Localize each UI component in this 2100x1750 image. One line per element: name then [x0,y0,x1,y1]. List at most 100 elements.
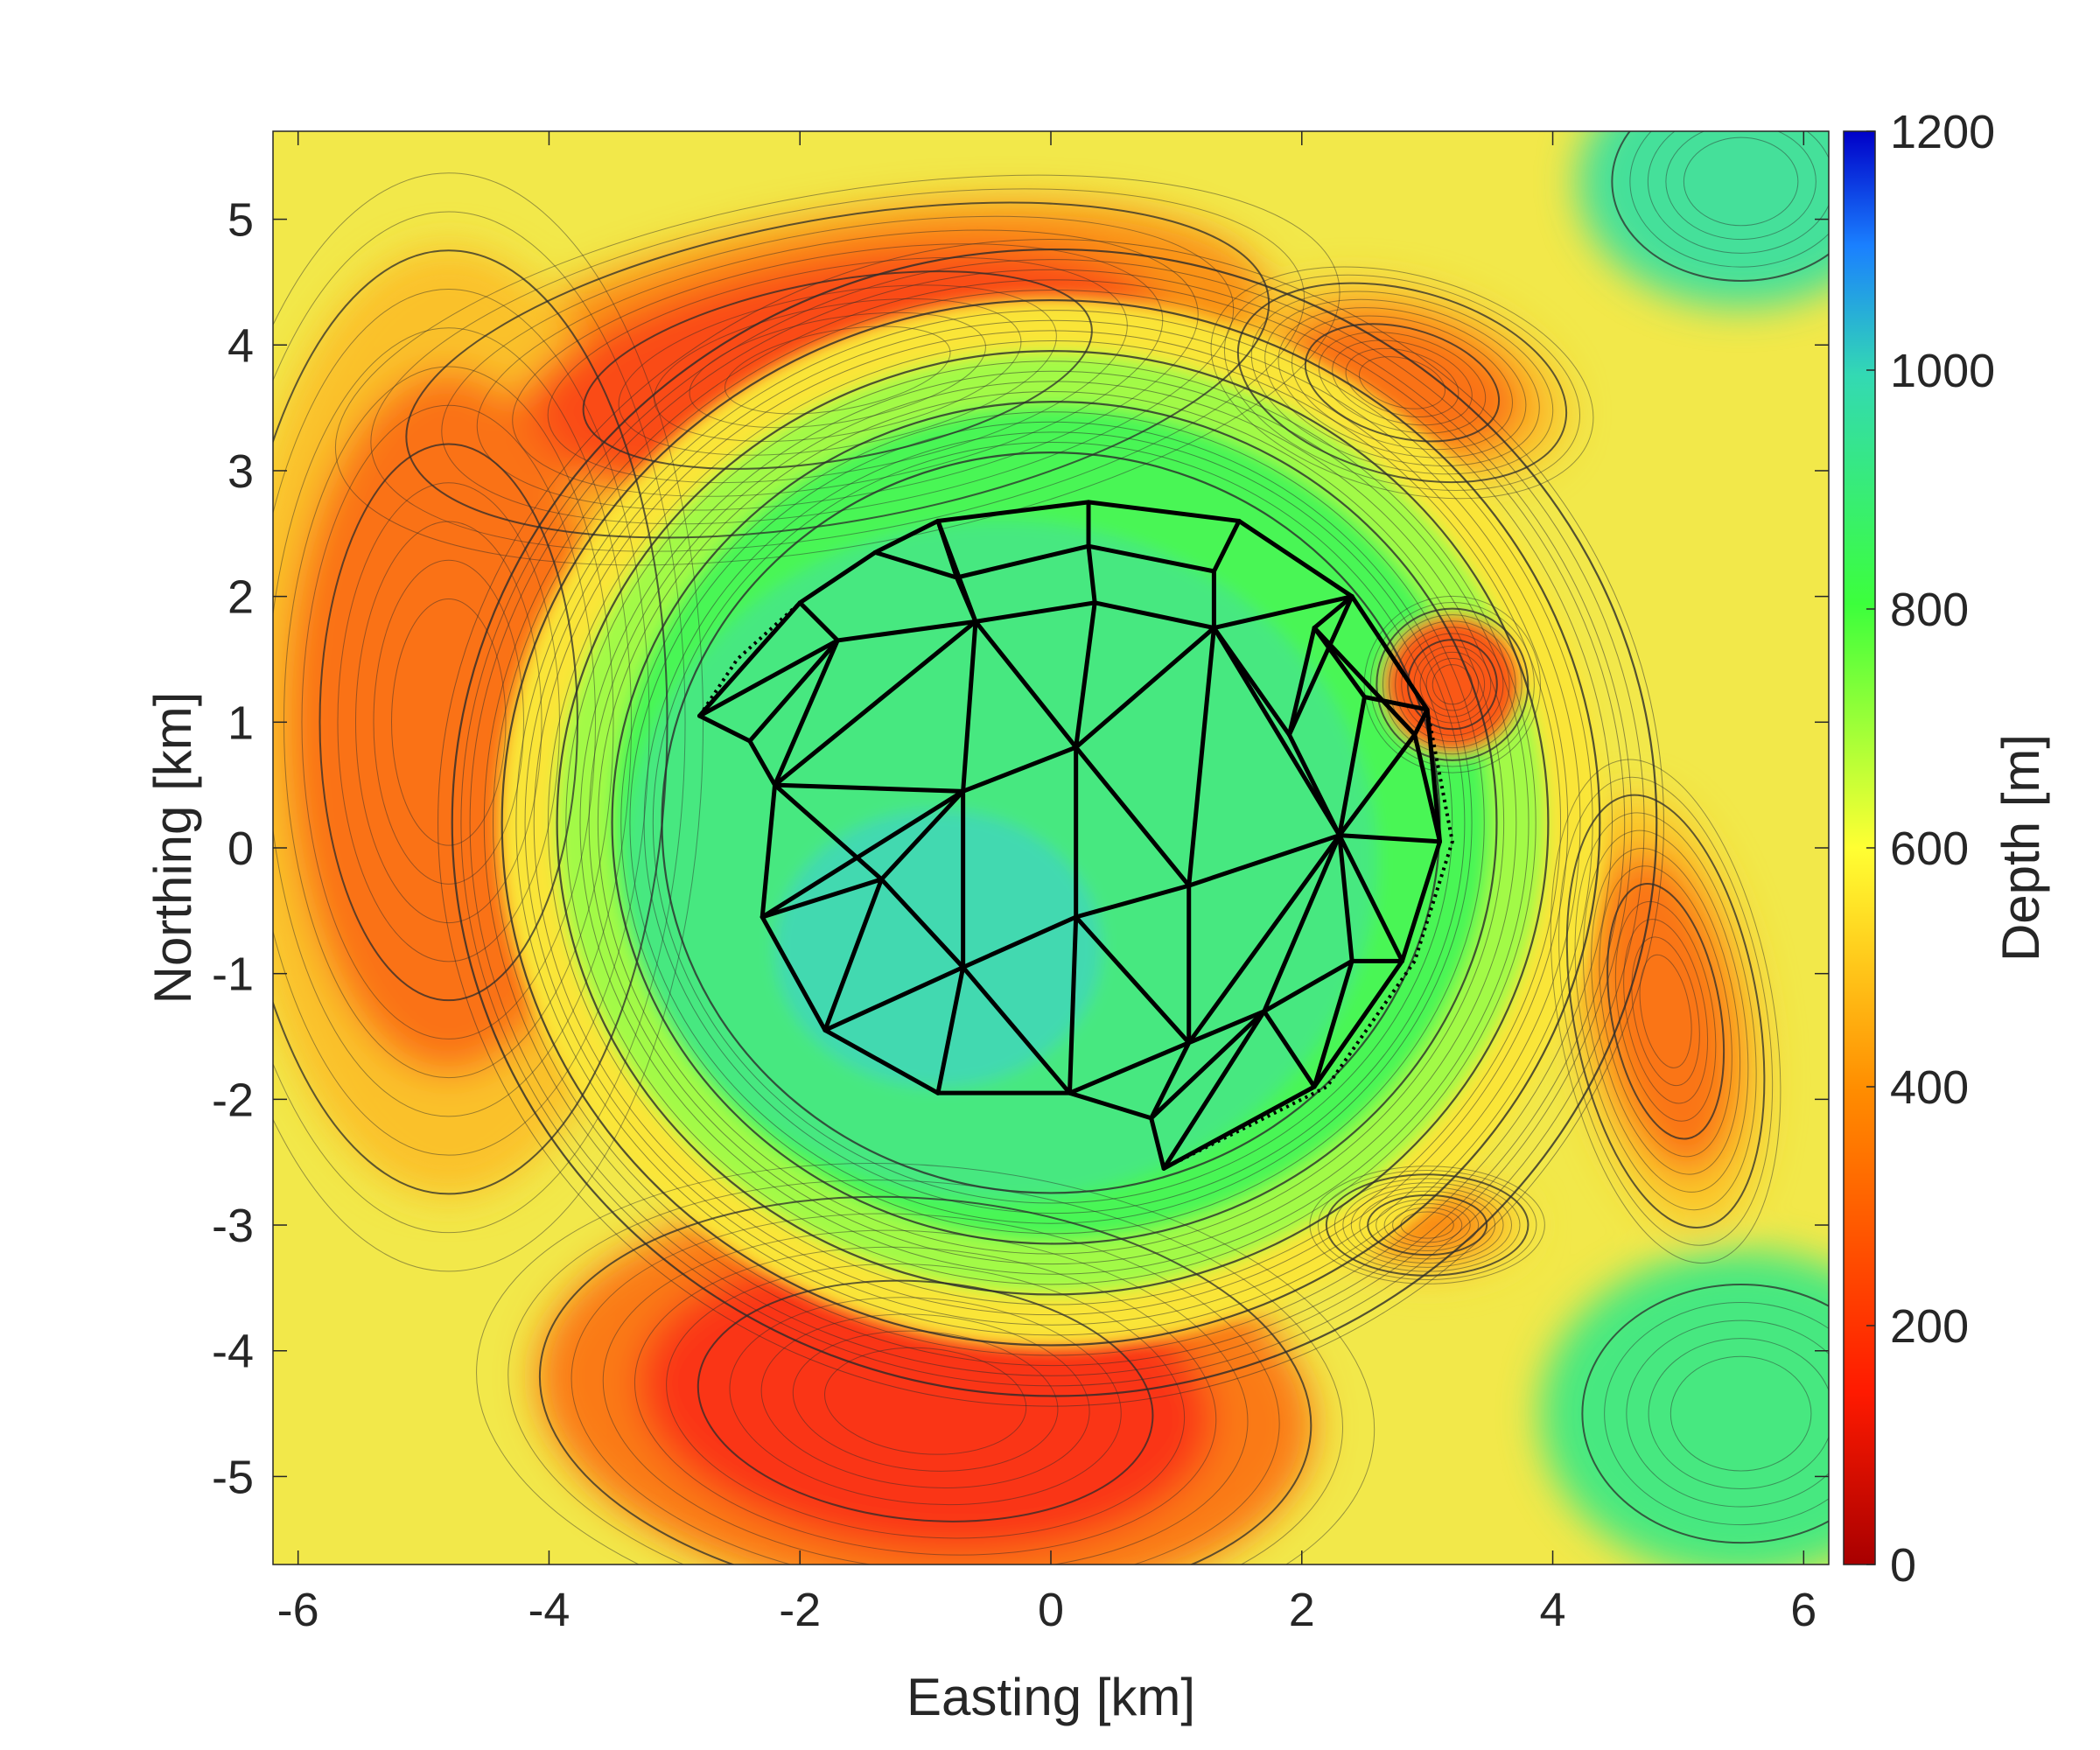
northeast-shoal-contour [1318,332,1487,434]
x-tick-label: 2 [1289,1584,1315,1636]
southeast-knoll-contour [1342,1182,1513,1268]
east-cone-contour [1413,645,1492,724]
east-cone-contour [1432,664,1473,705]
east-shoal-contour [1565,794,1766,1228]
southeast-knoll-contour [1367,1194,1488,1256]
mesh-edge [1086,543,1097,606]
southeast-deep [1540,1250,1829,1564]
mesh-edge [760,914,828,1032]
mesh-edge [773,782,966,794]
mesh-edge [835,619,978,643]
southeast-deep-contour [1581,1284,1829,1544]
y-tick-label: -1 [212,948,254,1001]
east-cone-contour [1406,639,1498,731]
mesh-edge [1149,1116,1166,1171]
north-shoal-contour [582,270,1093,470]
x-tick-label: 4 [1540,1584,1566,1636]
south-shoal-contour [634,1246,1217,1556]
east-cone-contour [1369,601,1535,767]
y-axis-label: Northing [km] [144,692,202,1004]
south-shoal-contour [666,1263,1186,1539]
north-shoal-contour [618,284,1057,456]
colorbar-tick-label: 800 [1890,584,1969,636]
east-shoal-contour [1614,900,1717,1122]
mesh-edge [1412,732,1442,844]
east-cone-contour [1395,626,1510,743]
mesh-edge [797,600,840,643]
caldera-contour [652,442,1453,1204]
mesh-edge [973,600,1097,624]
mesh-edge [1424,707,1442,844]
northeast-deep-contour [1647,131,1829,254]
mesh-edge [747,738,778,788]
west-shoal-contour [301,404,597,1040]
northeast-deep [1578,131,1829,308]
east-cone-top [1382,615,1522,754]
southeast-deep-contour [1648,1338,1829,1489]
mesh-edge [697,638,840,718]
mesh-edge [1211,626,1292,738]
mesh-edge [961,745,1079,794]
caldera-contour [438,238,1664,1407]
mesh-edge [1312,958,1404,1089]
mesh-edge [1337,695,1367,838]
southeast-knoll-contour [1317,1170,1537,1281]
mesh-edge [1362,695,1430,712]
west-shoal-contour [273,289,650,1156]
northeast-shoal-contour [1278,307,1527,458]
southeast-deep-contour [1670,1355,1812,1472]
north-shoal-contour [476,229,1199,511]
mesh-edge [935,518,978,624]
mesh-edge [1092,600,1216,631]
mesh-edge [1068,914,1079,1096]
mesh-edge [1312,958,1354,1089]
north-shoal-contour [441,215,1235,525]
caldera-contour [547,340,1562,1306]
y-tick-label: -3 [212,1200,254,1252]
caldera-contour [611,401,1498,1245]
caldera-contour [460,259,1645,1387]
mesh-edge [1286,732,1342,838]
southeast-knoll-contour [1400,1211,1454,1239]
west-shoal-contour [273,211,686,1233]
mesh-edge [1349,594,1430,712]
colorbar-label: Depth [m] [1992,734,2050,962]
mesh-edge [1262,958,1354,1014]
southeast-knoll-contour [1325,1173,1530,1277]
mesh-edge [1186,1009,1267,1046]
south-shoal-contour [602,1229,1249,1564]
caldera-contour [492,289,1614,1356]
y-axis-ticks: -5 -4 -3 -2 -1 0 1 2 3 4 5 [212,194,1829,1503]
south-shoal-contour [508,1180,1343,1564]
colorbar-tick-label: 200 [1890,1300,1969,1353]
caldera-contour [500,298,1601,1347]
northeast-deep-contour [1683,136,1799,227]
mesh-edge [961,914,1079,970]
colorbar-tick-label: 1200 [1890,106,1995,158]
colorbar-ticks: 0 200 400 600 800 1000 1200 [1866,106,1995,1592]
southeast-knoll-contour [1376,1199,1480,1251]
east-cone-contour [1389,620,1516,749]
caldera-contour [643,431,1466,1214]
y-tick-label: 2 [228,571,254,624]
mesh-edge [1086,500,1242,523]
south-shoal-contour [729,1297,1122,1506]
north-shoal-contour [654,298,1022,442]
north-shoal-contour [405,201,1270,539]
west-shoal-contour [354,521,542,924]
mesh-edge [760,877,884,920]
south-shoal-contour [760,1313,1090,1488]
mesh-edge [1074,883,1192,920]
southeast-deep-contour [1604,1302,1829,1526]
east-cone-contour [1419,651,1486,718]
mesh-edge [1149,1009,1267,1121]
northeast-shoal-contour [1236,282,1568,484]
southeast-knoll-contour [1383,1202,1471,1248]
mesh-edge [954,543,1091,580]
colorbar-tick-label: 600 [1890,822,1969,875]
mesh-edge [1074,745,1192,888]
mesh-edge [1312,626,1418,738]
southeast-knoll-contour [1309,1166,1545,1284]
mesh-edge [872,550,959,580]
south-shoal-contour [824,1347,1027,1455]
